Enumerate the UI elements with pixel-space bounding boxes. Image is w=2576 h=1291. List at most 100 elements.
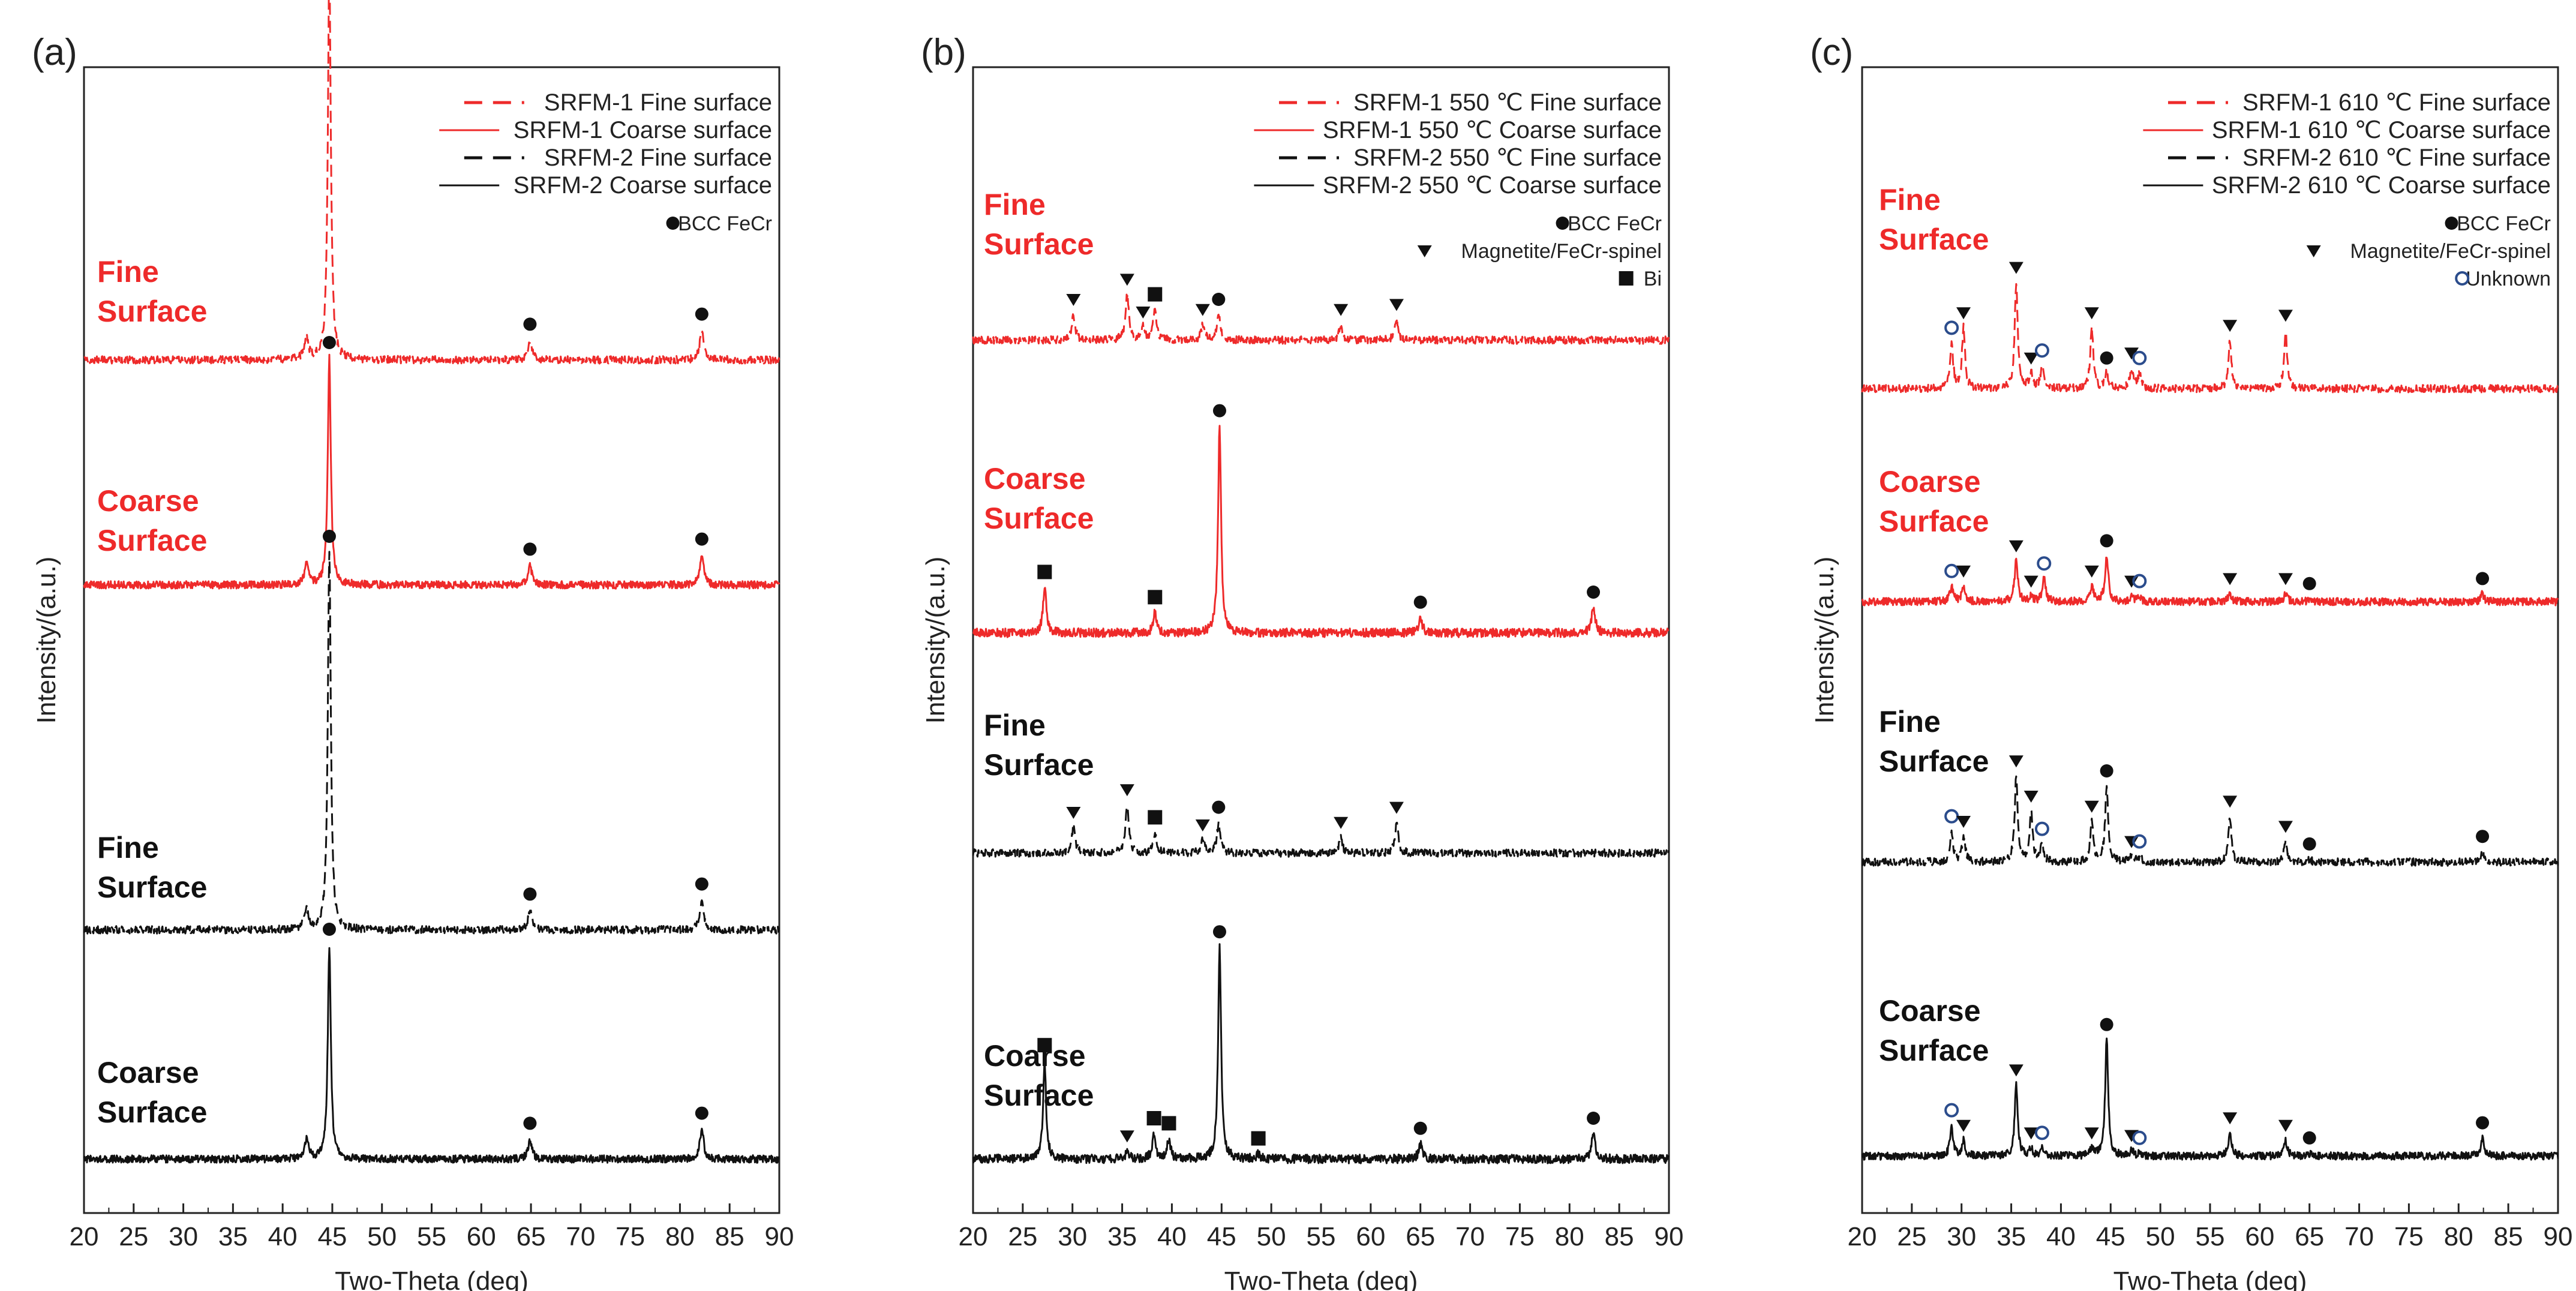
peak-marker-ring — [2132, 834, 2147, 849]
x-tick-label: 45 — [317, 1222, 347, 1251]
x-tick-label: 65 — [517, 1222, 546, 1251]
peak-marker-circle — [1413, 1121, 1427, 1135]
legend-entry-label: SRFM-1 Coarse surface — [514, 117, 772, 143]
peak-marker-square — [1251, 1131, 1266, 1146]
peak-marker-triangle — [1956, 1119, 1971, 1132]
series-line — [972, 943, 1670, 1164]
legend-phase-label: Unknown — [2466, 268, 2551, 290]
legend-marker-circle — [666, 217, 680, 230]
peak-marker-triangle — [2084, 800, 2099, 813]
curve-label: Coarse — [97, 484, 199, 518]
x-tick-label: 45 — [2096, 1222, 2125, 1251]
peak-marker-triangle — [1389, 299, 1404, 311]
peak-marker-square — [1148, 287, 1163, 302]
x-tick-label: 20 — [1848, 1222, 1877, 1251]
curve-label: Surface — [1879, 505, 1989, 538]
curve-label: Fine — [1879, 705, 1941, 738]
peak-marker-circle — [1587, 1112, 1601, 1125]
legend-entry-label: SRFM-1 610 ℃ Coarse surface — [2212, 117, 2551, 143]
peak-marker-ring — [2037, 556, 2052, 571]
peak-marker-ring — [1944, 809, 1959, 824]
series-line — [972, 425, 1670, 638]
legend-phase-label: Bi — [1644, 268, 1662, 290]
legend-entry-label: SRFM-1 Fine surface — [544, 89, 772, 116]
peak-marker-circle — [1413, 595, 1427, 609]
peak-marker-circle — [523, 542, 537, 556]
peak-marker-triangle — [2223, 1112, 2238, 1125]
x-tick-label: 20 — [959, 1222, 988, 1251]
series-line — [83, 551, 780, 935]
x-tick-label: 90 — [2544, 1222, 2573, 1251]
peak-marker-circle — [2100, 1017, 2113, 1031]
panel-label: (a) — [32, 32, 77, 73]
x-tick-label: 40 — [1157, 1222, 1187, 1251]
curve-label: Surface — [97, 870, 207, 904]
peak-marker-triangle — [1956, 307, 1971, 320]
peak-marker-circle — [2302, 1131, 2316, 1145]
curve-label: Surface — [1879, 223, 1989, 256]
x-tick-label: 70 — [2344, 1222, 2374, 1251]
x-tick-label: 85 — [715, 1222, 744, 1251]
legend-phase-label: Magnetite/FeCr-spinel — [1461, 240, 1662, 263]
peak-marker-ring — [2132, 1130, 2147, 1145]
peak-marker-circle — [2302, 577, 2316, 590]
x-tick-label: 80 — [665, 1222, 695, 1251]
series-line — [1861, 1037, 2559, 1161]
x-tick-label: 20 — [70, 1222, 99, 1251]
peak-marker-circle — [695, 877, 708, 891]
curve-label: Fine — [97, 831, 159, 864]
x-tick-label: 85 — [2494, 1222, 2523, 1251]
peak-marker-triangle — [2278, 310, 2293, 322]
x-tick-label: 90 — [765, 1222, 794, 1251]
curve-label: Coarse — [984, 1039, 1086, 1073]
peak-marker-triangle — [2223, 795, 2238, 808]
peak-marker-triangle — [1119, 784, 1134, 797]
y-axis-label: Intensity/(a.u.) — [32, 557, 61, 724]
peak-marker-triangle — [2023, 575, 2038, 588]
legend-phase-label: BCC FeCr — [2457, 212, 2551, 235]
peak-marker-triangle — [1195, 304, 1210, 316]
series-line — [1861, 283, 2559, 394]
peak-marker-triangle — [1066, 294, 1081, 306]
peak-marker-triangle — [1956, 565, 1971, 578]
legend-entry-label: SRFM-2 Fine surface — [544, 145, 772, 171]
x-tick-label: 75 — [2394, 1222, 2424, 1251]
panel-label: (c) — [1810, 32, 1853, 73]
peak-marker-ring — [2132, 574, 2147, 589]
curve-label: Surface — [97, 295, 207, 328]
series-line — [83, 0, 780, 365]
peak-marker-triangle — [2008, 262, 2023, 274]
x-tick-label: 25 — [1008, 1222, 1037, 1251]
x-tick-label: 30 — [169, 1222, 198, 1251]
x-tick-label: 75 — [1505, 1222, 1535, 1251]
legend-marker-square — [1619, 271, 1634, 286]
curve-label: Surface — [1879, 744, 1989, 778]
peak-marker-triangle — [2124, 347, 2139, 360]
legend-phase-label: Magnetite/FeCr-spinel — [2350, 240, 2551, 263]
legend-marker-ring — [2455, 271, 2470, 286]
curve-label: Surface — [1879, 1034, 1989, 1067]
x-tick-label: 80 — [2444, 1222, 2473, 1251]
peak-marker-circle — [2476, 1116, 2490, 1130]
chart-panel-3: (c) 20 25 30 35 40 45 50 55 60 65 70 75 80 85 90 Two-The… — [1810, 32, 2572, 1291]
x-tick-label: 60 — [2245, 1222, 2274, 1251]
x-tick-label: 60 — [1356, 1222, 1385, 1251]
peak-marker-circle — [2476, 830, 2490, 843]
legend-entry-label: SRFM-1 610 ℃ Fine surface — [2242, 89, 2551, 116]
curve-label: Surface — [984, 227, 1094, 261]
peak-marker-triangle — [2084, 1127, 2099, 1140]
peak-marker-circle — [322, 336, 336, 349]
legend-phase-label: BCC FeCr — [1568, 212, 1662, 235]
peak-marker-triangle — [1195, 819, 1210, 831]
x-tick-label: 40 — [2046, 1222, 2076, 1251]
peak-marker-triangle — [2278, 573, 2293, 586]
curve-label: Fine — [984, 188, 1046, 221]
legend-entry-label: SRFM-2 550 ℃ Coarse surface — [1323, 172, 1662, 199]
peak-marker-circle — [1587, 586, 1601, 599]
peak-marker-ring — [1944, 563, 1959, 578]
x-tick-label: 40 — [268, 1222, 298, 1251]
peak-marker-triangle — [2023, 1127, 2038, 1140]
curve-label: Surface — [984, 1079, 1094, 1112]
series-line — [83, 353, 780, 590]
